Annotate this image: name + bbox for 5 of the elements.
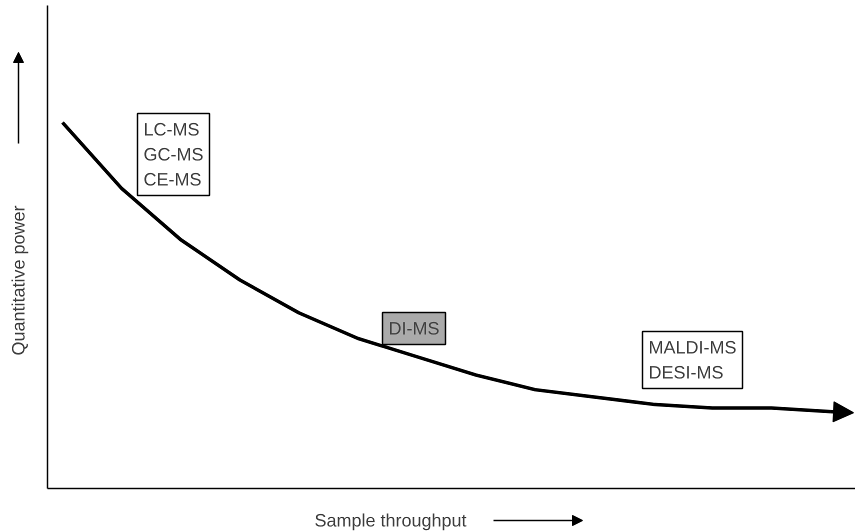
annotation: LC-MS GC-MS CE-MS [144,120,204,190]
y-axis-title: Quantitative power [8,205,28,356]
annotation: MALDI-MS DESI-MS [648,338,737,382]
annotation: DI-MS [388,318,440,338]
x-axis-title: Sample throughput [314,510,467,530]
